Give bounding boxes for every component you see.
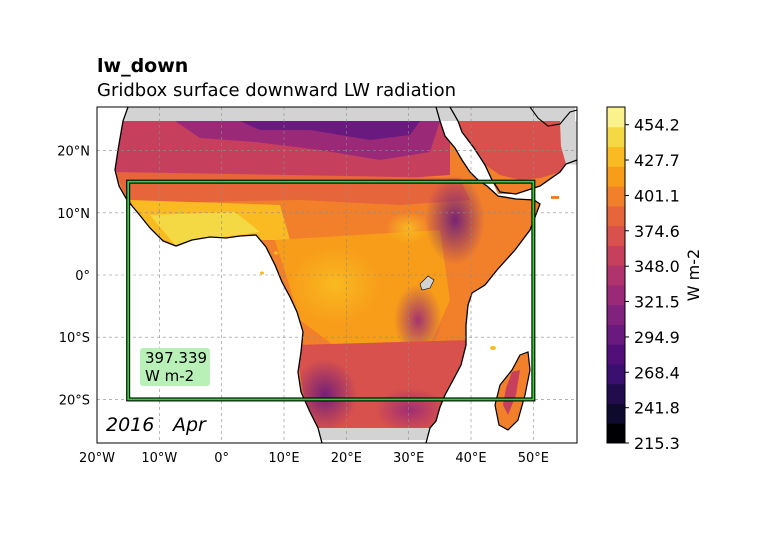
colorbar-tick-label: 374.6 xyxy=(634,222,680,241)
x-tick-label: 10°E xyxy=(268,451,299,466)
colorbar-segment xyxy=(607,284,625,306)
field-east-highlands xyxy=(394,284,442,356)
field-guinea xyxy=(150,212,260,245)
coastline-madagascar xyxy=(494,351,531,431)
colorbar-segment xyxy=(607,245,625,266)
x-tick-label: 20°W xyxy=(79,451,115,466)
colorbar-segment xyxy=(607,423,625,444)
y-tick-label: 20°S xyxy=(59,393,90,408)
colorbar-ticks: 215.3 241.8 268.4 294.9 321.5 348.0 374.6 401.1… xyxy=(625,116,680,453)
colorbar-segment xyxy=(607,403,625,424)
x-tick-label: 30°E xyxy=(393,451,424,466)
x-tick-label: 40°E xyxy=(455,451,486,466)
colorbar-frame xyxy=(606,106,626,444)
colorbar-segment xyxy=(607,344,625,365)
colorbar-tick-label: 268.4 xyxy=(634,363,680,382)
y-axis-ticks: 20°N 10°N 0° 10°S 20°S xyxy=(57,145,90,409)
y-tick-label: 10°N xyxy=(57,207,90,222)
colorbar-segment xyxy=(607,383,625,404)
x-tick-label: 0° xyxy=(214,451,229,466)
colorbar-segment xyxy=(607,186,625,207)
x-tick-label: 20°E xyxy=(331,451,362,466)
colorbar-tick-label: 427.7 xyxy=(634,151,680,170)
field-uganda-hot xyxy=(386,212,430,244)
land-outside-domain-south xyxy=(318,428,430,440)
date-month: Apr xyxy=(171,414,207,436)
island-comoros xyxy=(490,346,496,350)
map-title: lw_down xyxy=(97,55,189,77)
colorbar-segment xyxy=(607,324,625,345)
region-mean-units: W m-2 xyxy=(145,367,194,385)
region-mean-value: 397.339 xyxy=(145,349,207,367)
colorbar-tick-label: 294.9 xyxy=(634,328,680,347)
island-socotra xyxy=(551,196,559,199)
colorbar-segment xyxy=(607,225,625,246)
map-subtitle: Gridbox surface downward LW radiation xyxy=(97,80,457,101)
y-tick-label: 0° xyxy=(75,269,90,284)
colorbar-segment xyxy=(607,363,625,385)
colorbar-tick-label: 454.2 xyxy=(634,116,680,135)
field-madagascar-inner xyxy=(503,370,520,415)
field-arabia-coast xyxy=(485,165,560,194)
land-outside-domain-north xyxy=(123,107,575,121)
lake-victoria xyxy=(419,275,435,291)
field-ethiopia-highlands xyxy=(425,175,485,265)
colorbar-segment xyxy=(607,166,625,187)
colorbar-label: W m-2 xyxy=(684,249,703,301)
field-arabia xyxy=(458,121,566,192)
x-tick-label: 50°E xyxy=(518,451,549,466)
coastline-africa-east xyxy=(425,107,541,443)
region-box xyxy=(127,180,535,401)
colorbar-tick-label: 241.8 xyxy=(634,399,680,418)
map-frame xyxy=(96,106,578,444)
colorbar-segment xyxy=(607,107,625,128)
x-tick-label: 10°W xyxy=(141,451,177,466)
map-plot-area: 397.339 W m-2 2016 Apr xyxy=(97,107,577,443)
colorbar-segment xyxy=(607,205,625,227)
island-sao-tome xyxy=(260,271,264,275)
colorbar-tick-label: 321.5 xyxy=(634,293,680,312)
date-year: 2016 xyxy=(106,414,154,436)
colorbar-segment xyxy=(607,146,625,167)
field-congo-hot xyxy=(290,247,380,323)
x-axis-ticks: 20°W 10°W 0° 10°E 20°E 30°E 40°E 50°E xyxy=(79,451,549,466)
y-tick-label: 20°N xyxy=(57,145,90,160)
field-sahara-min xyxy=(240,121,420,140)
colorbar-segment xyxy=(607,265,625,286)
region-mean-badge xyxy=(140,348,210,386)
coastline-arabia xyxy=(449,107,577,195)
colorbar xyxy=(607,107,625,444)
colorbar-segment xyxy=(607,304,625,325)
coastline-arabia-north xyxy=(529,107,577,127)
colorbar-segment xyxy=(607,126,625,148)
coastline-africa xyxy=(114,107,323,443)
colorbar-tick-label: 215.3 xyxy=(634,434,680,453)
colorbar-tick-label: 348.0 xyxy=(634,257,680,276)
y-tick-label: 10°S xyxy=(59,331,90,346)
land-outside-domain-arabia xyxy=(560,121,577,165)
island-bioko xyxy=(274,251,278,255)
colorbar-tick-label: 401.1 xyxy=(634,186,680,205)
